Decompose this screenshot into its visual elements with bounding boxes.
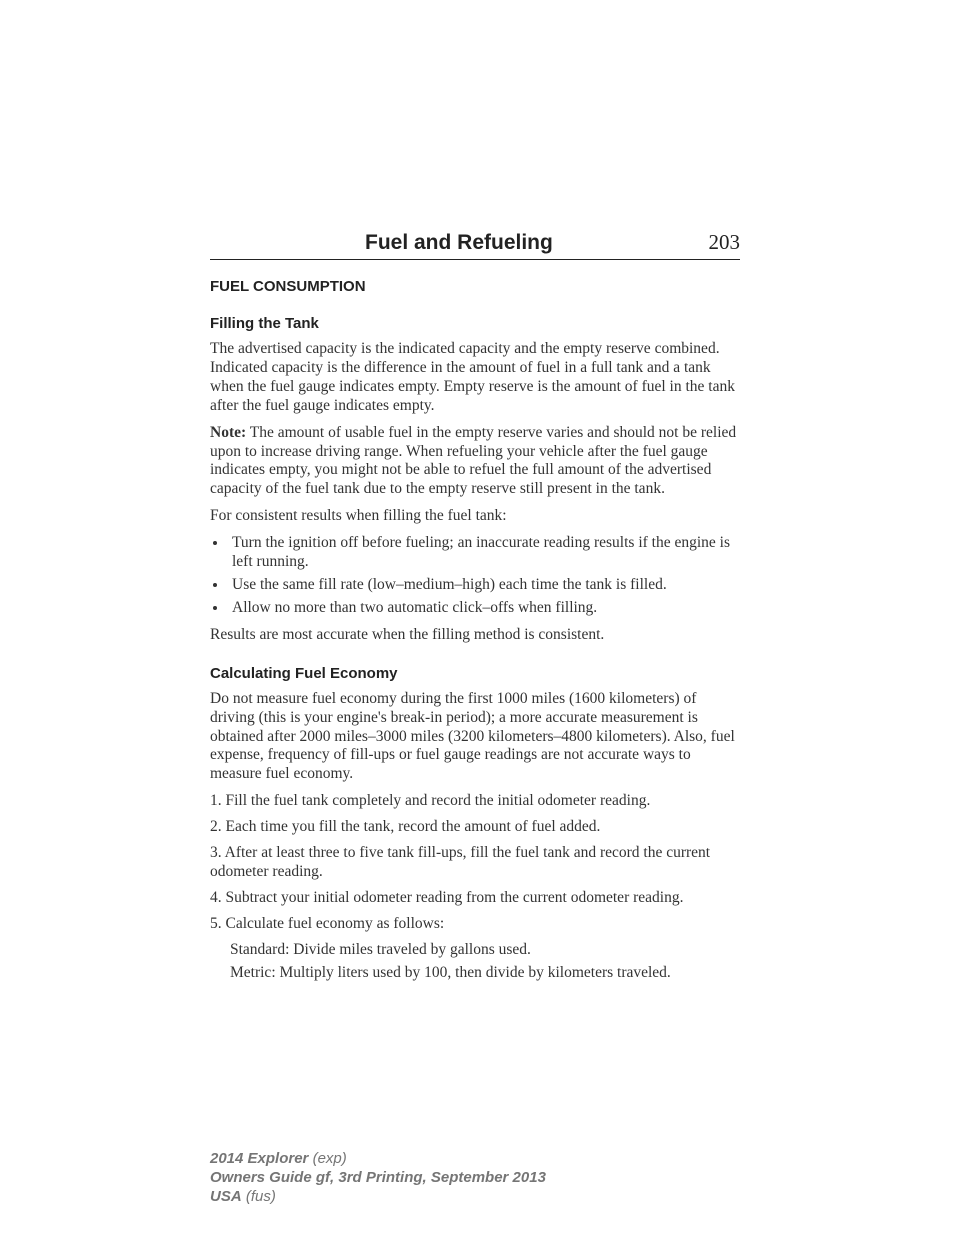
- list-item: Allow no more than two automatic click–o…: [228, 599, 740, 618]
- footer-line-2: Owners Guide gf, 3rd Printing, September…: [210, 1168, 546, 1187]
- subheading-calculating: Calculating Fuel Economy: [210, 665, 740, 682]
- section-heading: FUEL CONSUMPTION: [210, 278, 740, 295]
- footer-region: USA: [210, 1188, 242, 1205]
- page-header: Fuel and Refueling 203: [210, 230, 740, 260]
- paragraph: For consistent results when filling the …: [210, 507, 740, 526]
- page: Fuel and Refueling 203 FUEL CONSUMPTION …: [0, 0, 954, 1235]
- footer-line-3: USA (fus): [210, 1187, 546, 1206]
- footer-code: (exp): [308, 1150, 346, 1167]
- page-number: 203: [709, 230, 741, 255]
- subheading-filling-tank: Filling the Tank: [210, 315, 740, 332]
- paragraph: The advertised capacity is the indicated…: [210, 340, 740, 416]
- list-item: Use the same fill rate (low–medium–high)…: [228, 576, 740, 595]
- substep-item: Standard: Divide miles traveled by gallo…: [230, 941, 740, 960]
- substep-item: Metric: Multiply liters used by 100, the…: [230, 964, 740, 983]
- step-item: 1. Fill the fuel tank completely and rec…: [210, 792, 740, 811]
- footer-model: 2014 Explorer: [210, 1150, 308, 1167]
- note-label: Note:: [210, 424, 246, 441]
- chapter-title: Fuel and Refueling: [365, 231, 553, 255]
- step-item: 5. Calculate fuel economy as follows:: [210, 915, 740, 934]
- footer: 2014 Explorer (exp) Owners Guide gf, 3rd…: [210, 1149, 546, 1207]
- footer-line-1: 2014 Explorer (exp): [210, 1149, 546, 1168]
- bullet-list: Turn the ignition off before fueling; an…: [228, 534, 740, 618]
- paragraph: Do not measure fuel economy during the f…: [210, 690, 740, 785]
- step-item: 3. After at least three to five tank fil…: [210, 844, 740, 882]
- paragraph: Results are most accurate when the filli…: [210, 626, 740, 645]
- step-item: 2. Each time you fill the tank, record t…: [210, 818, 740, 837]
- footer-region-code: (fus): [242, 1188, 276, 1205]
- content-area: Fuel and Refueling 203 FUEL CONSUMPTION …: [210, 230, 740, 986]
- note-body: The amount of usable fuel in the empty r…: [210, 424, 736, 498]
- note-paragraph: Note: The amount of usable fuel in the e…: [210, 424, 740, 500]
- step-item: 4. Subtract your initial odometer readin…: [210, 889, 740, 908]
- list-item: Turn the ignition off before fueling; an…: [228, 534, 740, 572]
